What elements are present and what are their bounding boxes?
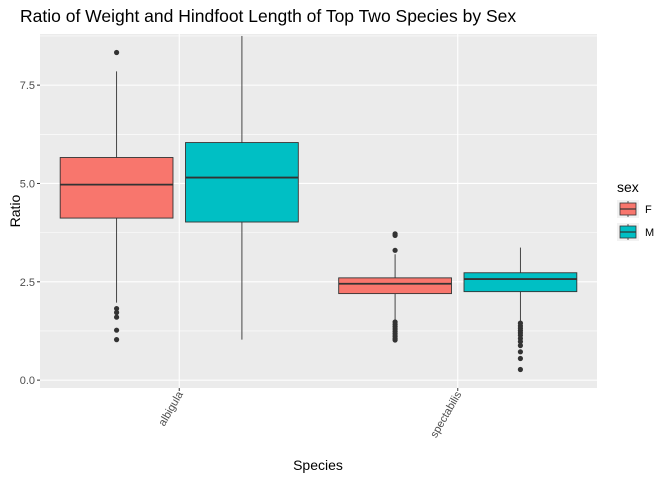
outlier-point bbox=[517, 349, 524, 355]
legend-title: sex bbox=[617, 179, 639, 195]
y-tick-label: 2.5 bbox=[20, 277, 35, 289]
y-axis-title: Ratio bbox=[7, 194, 23, 227]
outlier-point bbox=[517, 355, 524, 362]
x-tick-label: albigula bbox=[156, 389, 186, 429]
chart-title: Ratio of Weight and Hindfoot Length of T… bbox=[20, 6, 516, 26]
y-tick-label: 0.0 bbox=[20, 375, 35, 387]
legend-item-label: M bbox=[645, 227, 654, 239]
box-spectabilis-M bbox=[463, 247, 578, 373]
y-tick-label: 7.5 bbox=[20, 80, 35, 92]
legend: sex FM bbox=[617, 179, 654, 241]
legend-item-label: F bbox=[645, 204, 652, 216]
box-iqr bbox=[59, 157, 174, 219]
box-iqr bbox=[338, 277, 452, 295]
outlier-point bbox=[113, 305, 120, 312]
box-albigula-M bbox=[185, 35, 299, 340]
outlier-point bbox=[517, 366, 524, 373]
outlier-point bbox=[113, 327, 120, 333]
outlier-point bbox=[113, 49, 120, 56]
x-axis: albigula spectabilis bbox=[156, 388, 465, 440]
grid-lines bbox=[40, 34, 597, 388]
legend-item-F: F bbox=[617, 200, 652, 218]
outlier-point bbox=[392, 232, 398, 238]
y-tick-label: 5.0 bbox=[20, 178, 35, 190]
outlier-point bbox=[392, 247, 398, 253]
box-spectabilis-F bbox=[338, 231, 452, 343]
box-iqr bbox=[185, 142, 299, 223]
y-axis: 0.0 2.5 5.0 7.5 bbox=[20, 80, 40, 387]
box-layer bbox=[59, 35, 578, 373]
outlier-point bbox=[113, 309, 120, 316]
box-albigula-F bbox=[59, 49, 174, 343]
outlier-point bbox=[113, 314, 120, 320]
outlier-point bbox=[392, 337, 398, 343]
outlier-point bbox=[517, 342, 524, 349]
x-tick-label: spectabilis bbox=[428, 389, 464, 440]
outlier-point bbox=[517, 338, 524, 345]
box-iqr bbox=[463, 272, 578, 293]
legend-item-M: M bbox=[617, 223, 654, 241]
outlier-point bbox=[113, 337, 120, 343]
x-axis-title: Species bbox=[293, 457, 343, 473]
